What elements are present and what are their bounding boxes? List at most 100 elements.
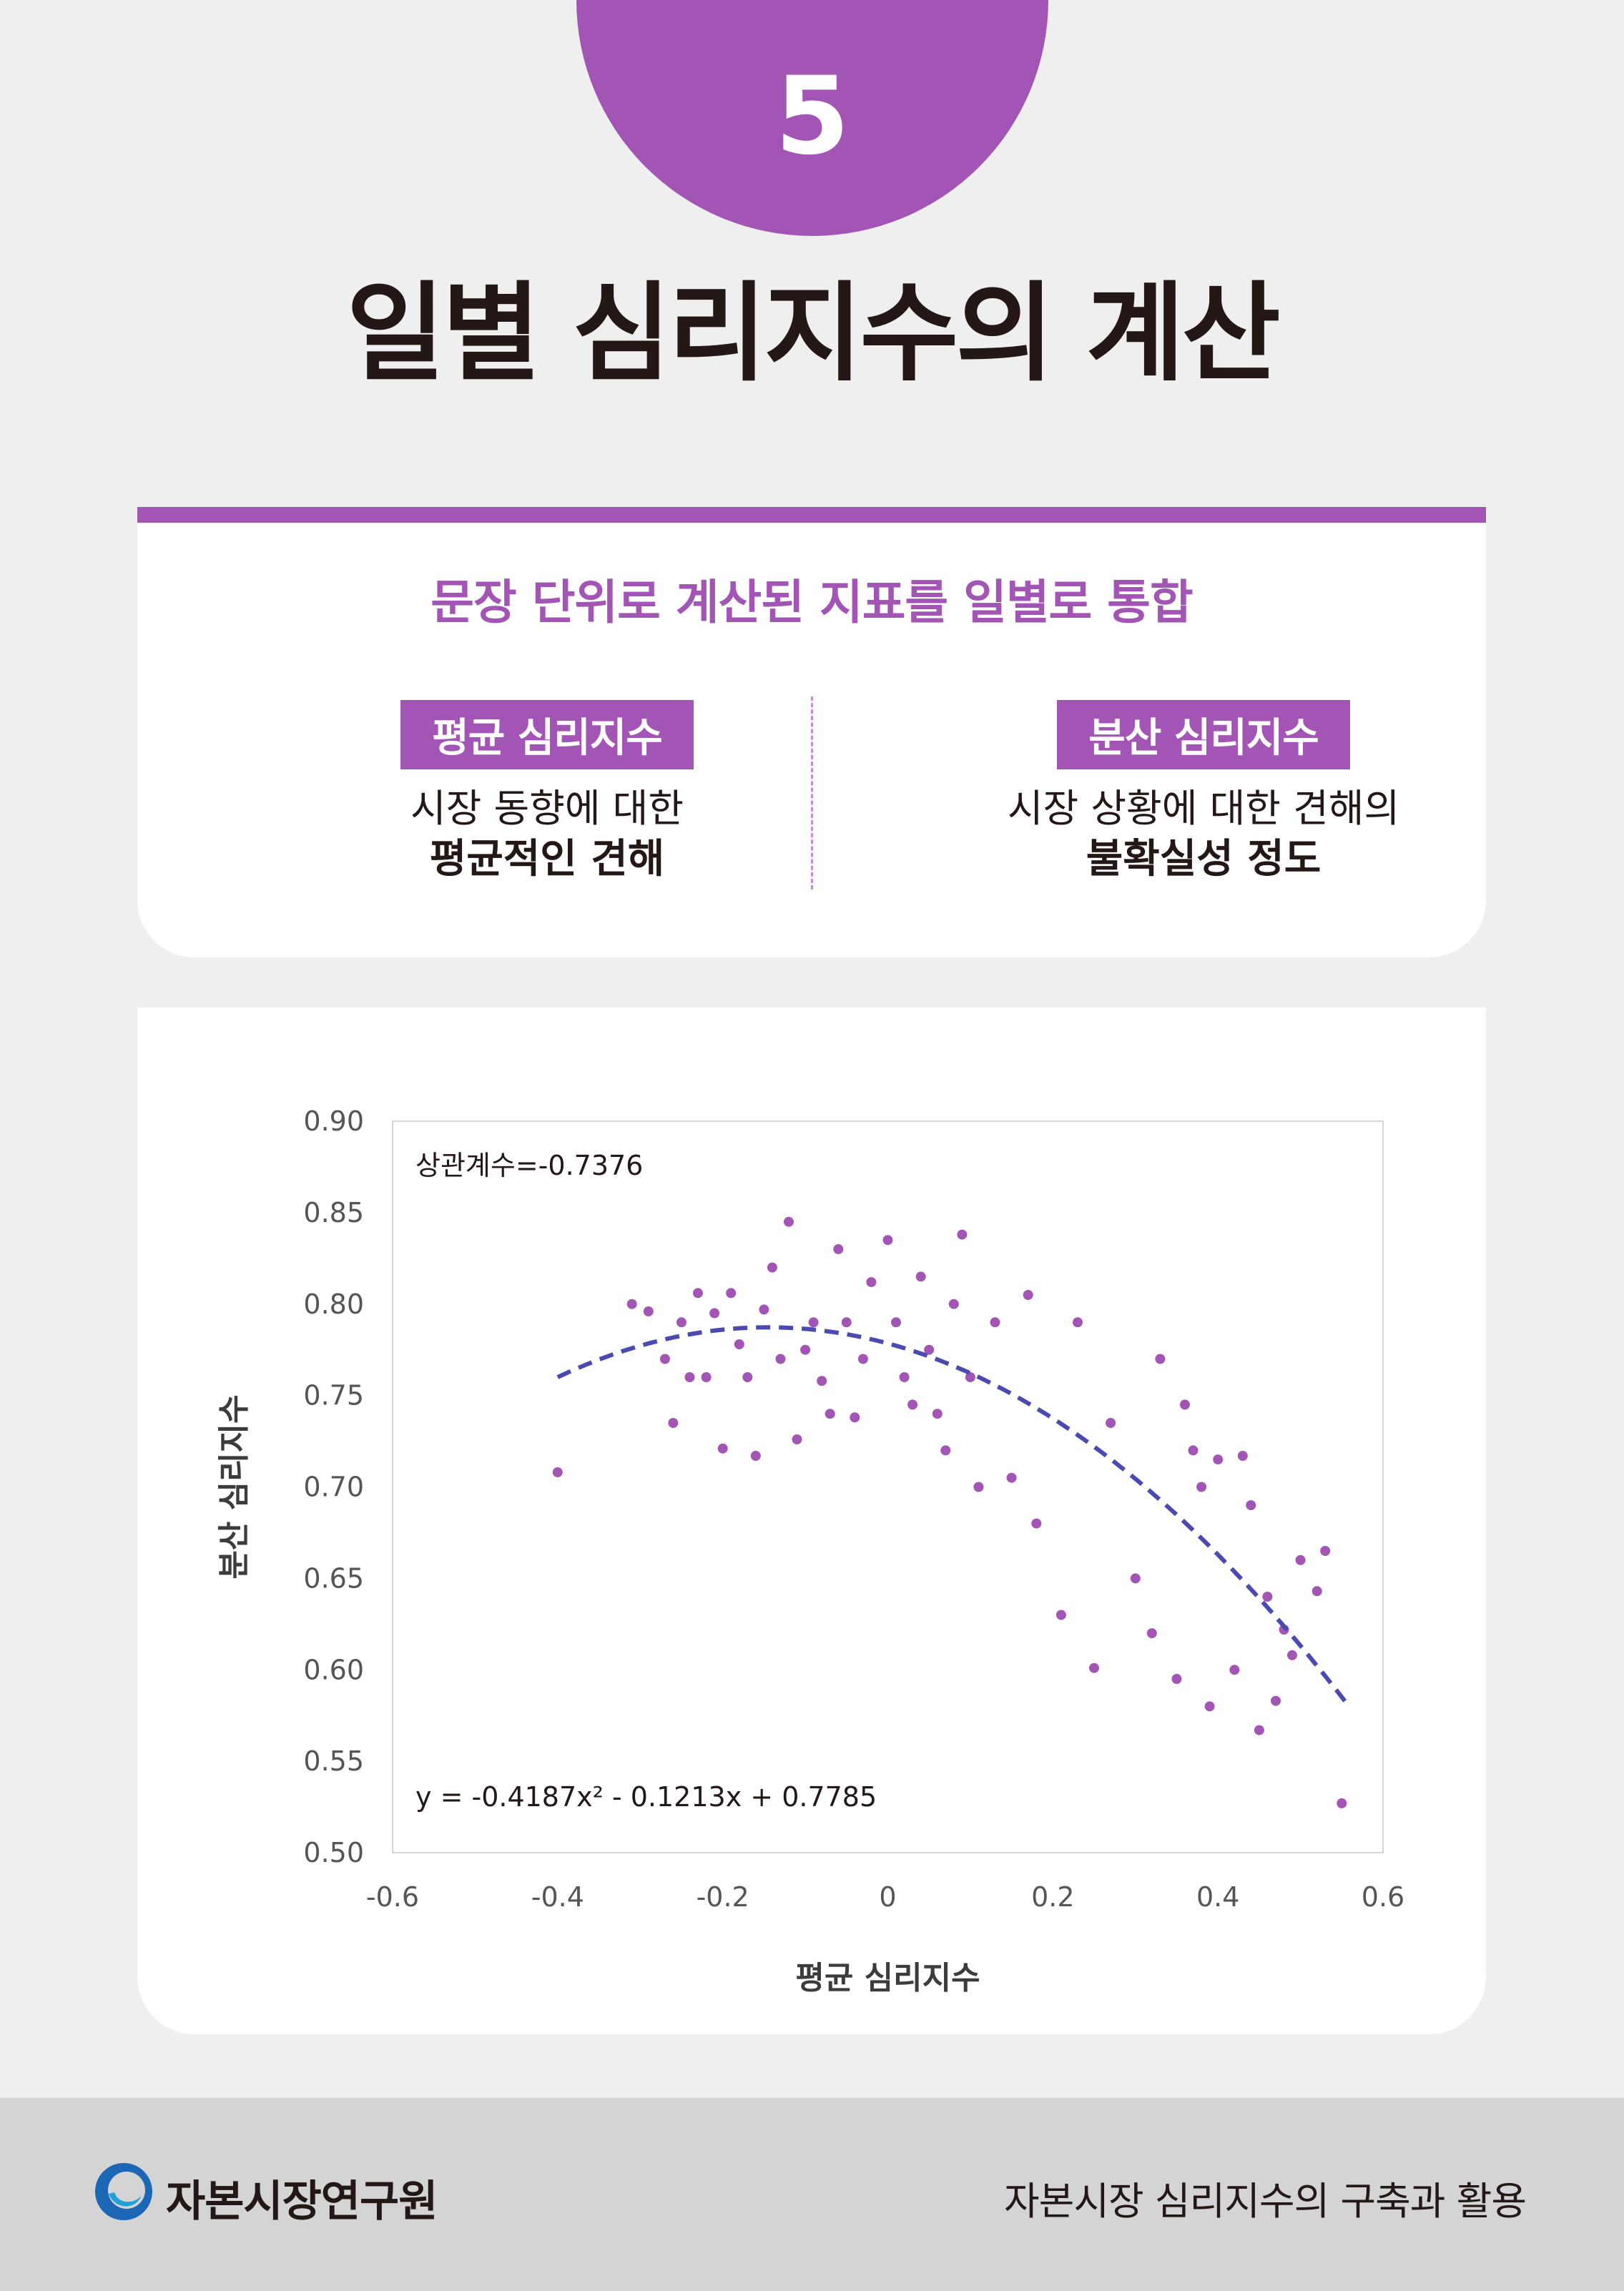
data-point <box>1229 1665 1240 1675</box>
mean-index-desc-line1: 시장 동향에 대한 <box>410 786 684 831</box>
y-tick-label: 0.90 <box>303 1105 364 1137</box>
data-point <box>882 1235 893 1246</box>
data-point <box>701 1372 712 1382</box>
data-point <box>899 1372 910 1382</box>
data-point <box>891 1317 901 1328</box>
data-point <box>759 1304 769 1315</box>
data-point <box>857 1354 868 1364</box>
column-divider <box>811 696 813 890</box>
data-point <box>808 1317 819 1328</box>
data-point <box>1311 1586 1322 1597</box>
data-point <box>907 1399 918 1410</box>
data-point <box>957 1229 968 1240</box>
data-point <box>1196 1482 1207 1492</box>
data-point <box>775 1354 786 1364</box>
trendline <box>556 1325 1352 1710</box>
variance-index-desc-line2: 불확실성 정도 <box>1086 836 1322 883</box>
data-point <box>717 1443 728 1454</box>
data-point <box>973 1482 984 1492</box>
data-point <box>1213 1454 1224 1465</box>
data-point <box>726 1288 737 1299</box>
y-tick-label: 0.85 <box>303 1197 364 1228</box>
data-point <box>1106 1418 1116 1428</box>
data-point <box>784 1216 794 1227</box>
x-tick-label: -0.6 <box>366 1881 419 1913</box>
chart-card: 0.90 0.85 0.80 0.75 0.70 0.65 0.60 0.55 0.50 -0.… <box>137 1007 1486 2034</box>
page-title: 일별 심리지수의 계산 <box>346 272 1280 396</box>
data-point <box>833 1244 844 1254</box>
data-point <box>1073 1317 1083 1328</box>
mean-index-desc-line2: 평균적인 견해 <box>429 836 665 883</box>
data-point <box>850 1412 860 1423</box>
data-point <box>709 1308 720 1319</box>
data-point <box>742 1372 753 1382</box>
x-tick-label: 0 <box>879 1881 896 1913</box>
x-tick-label: 0.6 <box>1362 1881 1404 1913</box>
data-point <box>734 1339 744 1349</box>
x-tick-label: -0.2 <box>697 1881 749 1913</box>
data-point <box>626 1299 637 1309</box>
data-point <box>792 1434 802 1444</box>
data-point <box>1204 1701 1215 1712</box>
y-tick-label: 0.70 <box>303 1472 364 1503</box>
data-point <box>750 1451 761 1461</box>
data-point <box>817 1376 827 1386</box>
data-point <box>1287 1650 1297 1660</box>
data-point <box>1246 1500 1256 1511</box>
data-point <box>948 1299 959 1309</box>
y-tick-label: 0.50 <box>303 1837 364 1868</box>
info-card-accent-bar <box>137 507 1486 523</box>
data-point <box>1180 1399 1190 1410</box>
data-point <box>841 1317 852 1328</box>
institute-logo-icon <box>95 2163 152 2220</box>
data-point <box>767 1262 777 1273</box>
data-point <box>940 1445 951 1456</box>
equation-annotation: y = -0.4187x² - 0.1213x + 0.7785 <box>415 1781 877 1813</box>
variance-index-column: 분산 심리지수 시장 상황에 대한 견해의 불확실성 정도 <box>953 700 1454 886</box>
data-point <box>1155 1354 1166 1364</box>
mean-index-badge: 평균 심리지수 <box>400 700 694 769</box>
data-point <box>1188 1445 1199 1456</box>
y-axis-label: 분산 심리지수 <box>216 1394 252 1579</box>
y-tick-label: 0.65 <box>303 1562 364 1594</box>
x-tick-label: -0.4 <box>531 1881 584 1913</box>
mean-index-column: 평균 심리지수 시장 동향에 대한 평균적인 견해 <box>297 700 797 886</box>
y-tick-label: 0.60 <box>303 1654 364 1685</box>
data-point <box>1089 1662 1099 1673</box>
data-point <box>1320 1546 1331 1556</box>
data-point <box>965 1372 975 1382</box>
data-point <box>800 1344 811 1355</box>
scatter-chart: 0.900.850.800.750.700.650.600.550.50 -0.… <box>216 1105 1404 1996</box>
data-point <box>1171 1674 1182 1684</box>
data-point <box>1262 1592 1273 1602</box>
y-tick-label: 0.55 <box>303 1745 364 1777</box>
correlation-annotation: 상관계수=-0.7376 <box>415 1150 643 1181</box>
data-point <box>1237 1451 1248 1461</box>
data-point <box>1031 1518 1042 1529</box>
data-point <box>693 1288 703 1299</box>
y-tick-label: 0.80 <box>303 1289 364 1320</box>
data-point <box>924 1344 935 1355</box>
footer: 자본시장연구원 자본시장 심리지수의 구축과 활용 <box>0 2098 1624 2291</box>
data-point <box>866 1277 877 1288</box>
data-point <box>1146 1628 1157 1639</box>
data-point <box>676 1317 686 1328</box>
data-point <box>668 1418 679 1428</box>
data-point <box>684 1372 695 1382</box>
data-point <box>659 1354 670 1364</box>
data-point <box>932 1409 943 1419</box>
data-point <box>1023 1290 1033 1300</box>
data-point <box>643 1306 654 1316</box>
data-point <box>552 1467 563 1477</box>
info-card: 문장 단위로 계산된 지표를 일별로 통합 평균 심리지수 시장 동향에 대한 … <box>137 507 1486 957</box>
x-tick-label: 0.2 <box>1031 1881 1074 1913</box>
data-point <box>1254 1725 1264 1735</box>
step-number-circle: 5 <box>576 0 1048 236</box>
y-tick-label: 0.75 <box>303 1380 364 1411</box>
data-point <box>915 1271 926 1282</box>
data-point <box>1055 1610 1066 1620</box>
x-tick-label: 0.4 <box>1196 1881 1239 1913</box>
info-heading: 문장 단위로 계산된 지표를 일별로 통합 <box>430 575 1193 630</box>
data-point <box>1295 1555 1306 1565</box>
variance-index-badge: 분산 심리지수 <box>1057 700 1350 769</box>
